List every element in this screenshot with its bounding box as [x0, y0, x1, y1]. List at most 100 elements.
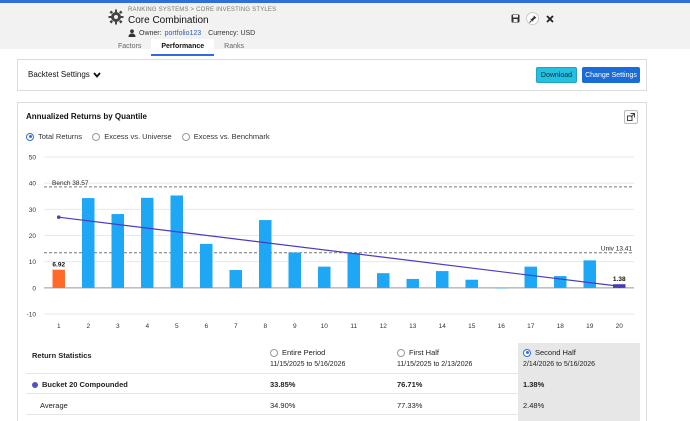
series-dot-icon — [32, 382, 38, 389]
stat-value: 1.38% — [523, 380, 545, 389]
x-tick-label: 9 — [293, 323, 297, 330]
bar — [318, 266, 331, 288]
radio-unselected-icon — [270, 348, 278, 357]
data-label: 6.92 — [52, 262, 65, 269]
expand-icon — [627, 113, 635, 121]
tab-factors[interactable]: Factors — [118, 43, 142, 50]
stat-value: 33.85% — [270, 380, 296, 389]
period-range: 11/15/2025 to 2/13/2026 — [397, 361, 473, 368]
radio-excess-benchmark[interactable]: Excess vs. Benchmark — [181, 132, 270, 141]
owner-label: Owner: — [139, 29, 162, 37]
change-settings-button[interactable]: Change Settings — [582, 67, 640, 83]
period-first-half[interactable]: First Half — [397, 348, 439, 357]
bar — [82, 198, 95, 288]
radio-label: Excess vs. Universe — [104, 132, 172, 141]
x-tick-label: 12 — [380, 323, 388, 330]
radio-total-returns[interactable]: Total Returns — [26, 132, 82, 141]
bar — [495, 287, 508, 289]
period-range: 11/15/2025 to 5/16/2026 — [270, 361, 346, 368]
bar — [229, 270, 242, 288]
divider — [26, 373, 640, 374]
x-tick-label: 6 — [204, 323, 208, 330]
x-tick-label: 2 — [86, 323, 90, 330]
bar — [170, 195, 183, 288]
stat-value: 2.48% — [523, 401, 545, 410]
bar — [377, 273, 390, 288]
close-icon[interactable] — [543, 12, 556, 25]
row-label: Bucket 20 Compounded — [42, 380, 128, 389]
bar — [141, 197, 154, 288]
bar — [554, 276, 567, 288]
x-tick-label: 18 — [557, 323, 565, 330]
y-tick-label: 10 — [29, 259, 37, 266]
radio-unselected-icon — [92, 132, 101, 141]
tab-ranks[interactable]: Ranks — [224, 43, 244, 50]
breadcrumb[interactable]: RANKING SYSTEMS > CORE INVESTING STYLES — [128, 7, 277, 13]
bar — [465, 279, 478, 288]
radio-selected-icon — [26, 132, 34, 141]
stat-value: 34.90% — [270, 401, 296, 410]
bucket-row-label: Bucket 20 Compounded — [32, 380, 128, 389]
x-tick-label: 14 — [439, 323, 447, 330]
header-actions — [509, 12, 556, 25]
top-accent-bar — [0, 0, 690, 3]
pin-icon[interactable] — [526, 12, 539, 25]
gear-icon[interactable] — [108, 9, 124, 25]
x-tick-label: 3 — [116, 323, 120, 330]
bar — [52, 269, 65, 288]
performance-card: Annualized Returns by Quantile Total Ret… — [17, 102, 647, 421]
radio-unselected-icon — [181, 132, 190, 141]
y-tick-label: 0 — [32, 285, 36, 292]
x-tick-label: 1 — [57, 323, 61, 330]
x-tick-label: 20 — [616, 323, 624, 330]
stat-value: 77.33% — [397, 401, 423, 410]
tab-performance[interactable]: Performance — [151, 39, 215, 56]
expand-button[interactable] — [624, 110, 638, 124]
bar — [406, 278, 419, 288]
return-type-radios: Total Returns Excess vs. Universe Excess… — [26, 132, 270, 141]
chart-title: Annualized Returns by Quantile — [26, 112, 147, 121]
backtest-settings-card: Backtest Settings Download Change Settin… — [17, 59, 647, 91]
divider — [26, 414, 640, 415]
bar — [347, 253, 360, 288]
x-tick-label: 17 — [527, 323, 535, 330]
bar — [288, 252, 301, 288]
radio-label: Total Returns — [38, 132, 83, 141]
y-tick-label: 30 — [29, 207, 37, 214]
currency-label: Currency: USD — [208, 29, 256, 37]
bar — [200, 243, 213, 288]
stats-title: Return Statistics — [32, 351, 92, 360]
owner-link[interactable]: portfolio123 — [164, 29, 202, 37]
download-button[interactable]: Download — [536, 67, 577, 83]
divider — [26, 393, 640, 394]
trend-point — [617, 284, 622, 289]
radio-label: Excess vs. Benchmark — [193, 132, 270, 141]
page-title: Core Combination — [128, 15, 209, 26]
x-tick-label: 4 — [145, 323, 149, 330]
bar — [583, 260, 596, 288]
radio-excess-universe[interactable]: Excess vs. Universe — [92, 132, 172, 141]
trend-point — [56, 215, 61, 219]
radio-selected-icon — [523, 348, 531, 357]
y-tick-label: 40 — [29, 181, 37, 188]
reference-line-label: Univ 13.41 — [601, 246, 632, 253]
owner-line: Owner: portfolio123 Currency: USD — [128, 29, 255, 37]
period-second-half[interactable]: Second Half — [523, 348, 576, 357]
y-tick-label: -10 — [27, 312, 37, 319]
trend-line — [58, 216, 620, 287]
radio-unselected-icon — [397, 348, 405, 357]
period-entire[interactable]: Entire Period — [270, 348, 325, 357]
page-header: RANKING SYSTEMS > CORE INVESTING STYLES … — [0, 3, 690, 56]
save-icon[interactable] — [509, 12, 522, 25]
backtest-settings-toggle[interactable]: Backtest Settings — [28, 70, 101, 79]
bar — [259, 220, 272, 288]
user-icon — [128, 29, 136, 37]
x-tick-label: 7 — [234, 323, 238, 330]
chevron-down-icon — [93, 71, 101, 78]
data-label: 1.38 — [613, 276, 626, 283]
bar — [524, 266, 537, 288]
stat-value: 76.71% — [397, 380, 423, 389]
period-label: Entire Period — [282, 348, 326, 357]
y-tick-label: 50 — [29, 155, 37, 162]
